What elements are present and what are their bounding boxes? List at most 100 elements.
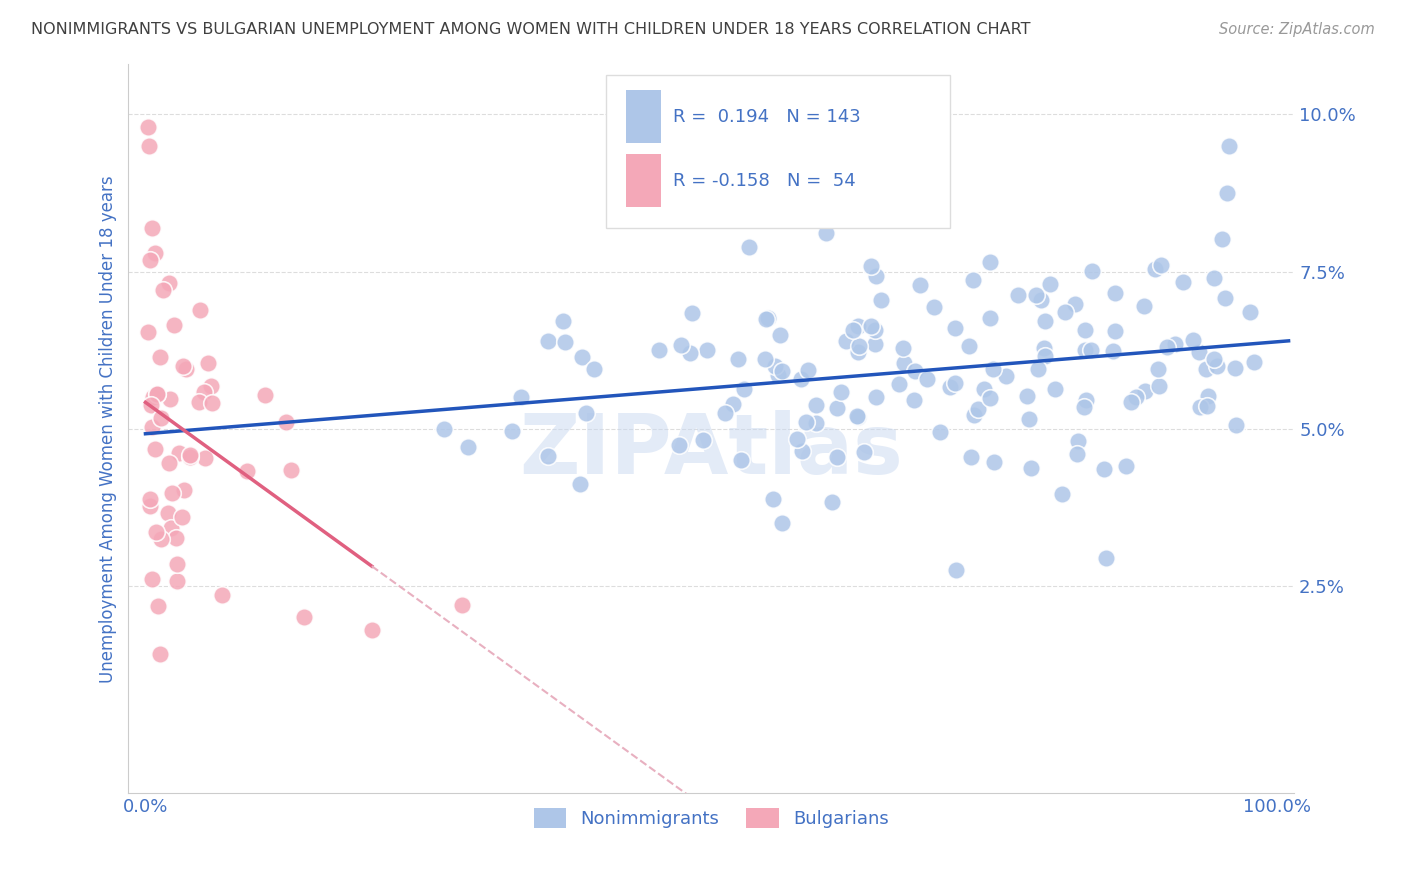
Point xyxy=(157,276,180,290)
Point xyxy=(860,319,883,334)
Point xyxy=(194,451,217,466)
Point xyxy=(159,392,181,406)
Point xyxy=(1104,324,1126,338)
Point xyxy=(790,372,813,386)
Point xyxy=(1211,232,1233,246)
Point xyxy=(821,494,844,508)
Point xyxy=(150,532,173,546)
Point xyxy=(1081,264,1104,278)
Point xyxy=(1195,361,1218,376)
Point xyxy=(136,325,159,339)
Point xyxy=(1125,391,1147,405)
Point xyxy=(1150,258,1173,272)
Point xyxy=(188,303,211,318)
Point xyxy=(152,283,174,297)
Point xyxy=(1204,270,1226,285)
Point xyxy=(138,252,160,267)
Point xyxy=(187,394,209,409)
Point xyxy=(713,406,735,420)
Point xyxy=(236,464,259,478)
Point xyxy=(766,368,789,382)
Point xyxy=(1033,314,1056,328)
Point xyxy=(1019,461,1042,475)
Point xyxy=(1054,304,1077,318)
Point xyxy=(1018,412,1040,426)
Point xyxy=(1188,344,1211,359)
Point xyxy=(733,383,755,397)
Point xyxy=(176,362,198,376)
Point xyxy=(160,521,183,535)
Point xyxy=(943,321,966,335)
Point xyxy=(1033,341,1056,355)
Point xyxy=(1095,550,1118,565)
Point xyxy=(770,516,793,530)
Point xyxy=(1007,287,1029,301)
Point xyxy=(1216,186,1239,201)
Point xyxy=(1197,389,1219,403)
Point xyxy=(1213,292,1236,306)
Point xyxy=(1064,297,1087,311)
Point xyxy=(163,318,186,332)
Point xyxy=(1133,300,1156,314)
Point xyxy=(1074,323,1097,337)
Point xyxy=(769,328,792,343)
Point xyxy=(761,492,783,507)
Point xyxy=(139,491,162,506)
Point xyxy=(360,623,382,637)
Point xyxy=(179,448,201,462)
Point xyxy=(908,277,931,292)
Point xyxy=(917,372,939,386)
Point xyxy=(973,382,995,396)
Point xyxy=(1080,343,1102,357)
Point xyxy=(172,359,194,373)
Point xyxy=(979,310,1001,325)
Point xyxy=(553,314,575,328)
Point xyxy=(889,376,911,391)
Point xyxy=(846,410,869,425)
Point xyxy=(679,346,702,360)
Point xyxy=(846,319,869,334)
Point xyxy=(1052,487,1074,501)
Bar xyxy=(626,154,661,207)
Point xyxy=(1204,351,1226,366)
Point xyxy=(924,300,946,314)
Point xyxy=(146,387,169,401)
Point xyxy=(1066,434,1088,449)
Point xyxy=(848,339,870,353)
Point xyxy=(1073,401,1095,415)
Point xyxy=(145,525,167,540)
Point xyxy=(148,350,170,364)
Point xyxy=(1074,393,1097,408)
Point xyxy=(863,336,886,351)
Point xyxy=(170,510,193,524)
Point xyxy=(696,343,718,358)
Point xyxy=(865,390,887,404)
Point xyxy=(157,456,180,470)
Point xyxy=(1218,139,1240,153)
Point xyxy=(863,323,886,337)
Point xyxy=(1223,360,1246,375)
Point xyxy=(668,437,690,451)
Point xyxy=(938,380,960,394)
Point xyxy=(1164,337,1187,351)
Point xyxy=(763,359,786,374)
Point xyxy=(945,563,967,577)
Point xyxy=(146,599,169,614)
Text: ZIPAtlas: ZIPAtlas xyxy=(519,410,903,491)
Point xyxy=(1033,349,1056,363)
Point xyxy=(960,450,983,465)
Point xyxy=(149,410,172,425)
Point xyxy=(860,260,883,274)
Point xyxy=(891,341,914,355)
Point xyxy=(1206,359,1229,374)
Point xyxy=(1189,401,1212,415)
Point xyxy=(143,245,166,260)
Point xyxy=(943,376,966,391)
Point xyxy=(1239,304,1261,318)
Point xyxy=(510,390,533,404)
Point xyxy=(1133,384,1156,398)
Point xyxy=(870,293,893,307)
Point xyxy=(815,226,838,240)
Point xyxy=(835,334,858,348)
Point xyxy=(756,311,779,326)
